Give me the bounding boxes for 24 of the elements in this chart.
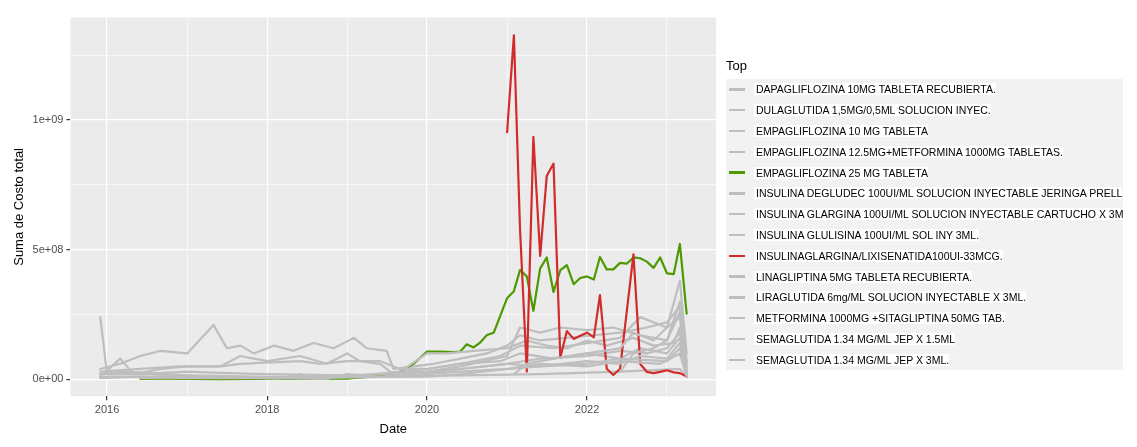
x-axis-title: Date <box>379 420 407 436</box>
x-tick-label: 2016 <box>94 402 120 415</box>
legend-label: EMPAGLIFLOZINA 10 MG TABLETA <box>754 124 928 137</box>
legend-label: LINAGLIPTINA 5MG TABLETA RECUBIERTA. <box>754 270 973 283</box>
legend-label: INSULINA DEGLUDEC 100UI/ML SOLUCION INYECTABLE JERINGA PRELL <box>754 187 1123 200</box>
legend-label: SEMAGLUTIDA 1.34 MG/ML JEP X 1.5ML <box>754 332 955 345</box>
y-axis-title: Suma de Costo total <box>11 147 27 266</box>
legend-label: DAPAGLIFLOZINA 10MG TABLETA RECUBIERTA. <box>754 83 996 96</box>
legend-title: Top <box>726 58 748 73</box>
legend-label: LIRAGLUTIDA 6mg/ML SOLUCION INYECTABLE X 3ML. <box>754 291 1027 304</box>
legend-label: INSULINA GLULISINA 100UI/ML SOL INY 3ML. <box>754 228 980 241</box>
legend-label: SEMAGLUTIDA 1.34 MG/ML JEP X 3ML. <box>754 353 950 366</box>
legend-label: INSULINA GLARGINA 100UI/ML SOLUCION INYECTABLE CARTUCHO X 3M <box>754 208 1124 221</box>
y-tick-label: 5e+08 <box>32 242 64 255</box>
y-tick-label: 1e+09 <box>32 113 64 126</box>
legend-label: METFORMINA 1000MG +SITAGLIPTINA 50MG TAB. <box>754 312 1005 325</box>
x-tick-label: 2022 <box>574 402 600 415</box>
legend-label: EMPAGLIFLOZINA 12.5MG+METFORMINA 1000MG TABLETAS. <box>754 145 1064 158</box>
x-tick-label: 2018 <box>254 402 280 415</box>
legend-label: INSULINAGLARGINA/LIXISENATIDA100UI-33MCG. <box>754 249 1003 262</box>
legend-label: EMPAGLIFLOZINA 25 MG TABLETA <box>754 166 928 179</box>
legend-label: DULAGLUTIDA 1,5MG/0,5ML SOLUCION INYEC. <box>754 104 991 117</box>
y-tick-label: 0e+00 <box>32 372 64 385</box>
x-tick-label: 2020 <box>414 402 440 415</box>
